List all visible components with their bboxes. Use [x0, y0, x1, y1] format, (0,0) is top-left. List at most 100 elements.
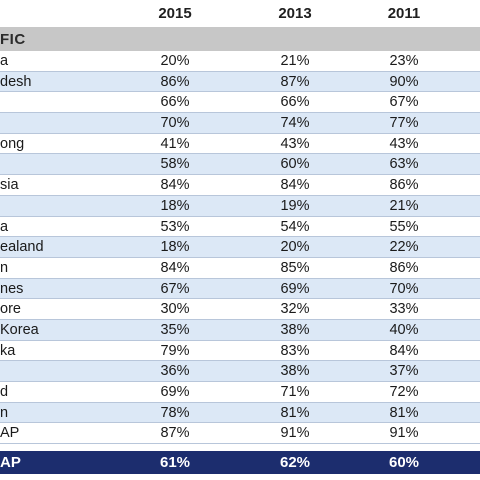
- row-value-2013: 85%: [280, 259, 310, 276]
- row-label: nes: [0, 280, 24, 297]
- table-row: ong 41% 43% 43%: [0, 134, 480, 155]
- row-value-2015: 18%: [160, 197, 190, 214]
- row-value-2013: 54%: [280, 218, 310, 235]
- row-value-2015: 20%: [160, 53, 190, 69]
- row-value-2011: 84%: [389, 342, 419, 359]
- row-value-2011: 22%: [389, 239, 419, 256]
- row-value-2013: 83%: [280, 342, 310, 359]
- row-value-2011: 43%: [389, 135, 419, 152]
- row-value-2013: 69%: [280, 280, 310, 297]
- row-label: n: [0, 259, 9, 276]
- row-value-2011: 33%: [389, 301, 419, 318]
- row-value-2011: 70%: [389, 280, 419, 297]
- total-label: AP: [0, 454, 21, 471]
- row-value-2013: 87%: [280, 73, 310, 90]
- row-value-2011: 63%: [389, 156, 419, 173]
- table-row: 36% 38% 37%: [0, 361, 480, 382]
- row-value-2011: 91%: [389, 425, 419, 442]
- total-value-2015: 61%: [159, 454, 191, 471]
- row-value-2015: 84%: [160, 177, 190, 194]
- row-label: desh: [0, 73, 32, 90]
- row-value-2015: 53%: [160, 218, 190, 235]
- row-value-2013: 32%: [280, 301, 310, 318]
- row-label: a: [0, 218, 9, 235]
- row-label: ong: [0, 135, 25, 152]
- row-value-2011: 81%: [389, 404, 419, 421]
- row-value-2011: 72%: [389, 384, 419, 400]
- table-row: n 78% 81% 81%: [0, 402, 480, 424]
- table-body: a 20% 21% 23% desh 86% 87% 90% 66% 66% 67% 70% 74% 77…: [0, 51, 480, 445]
- row-label: n: [0, 404, 9, 421]
- header-year-2015: 2015: [158, 5, 192, 22]
- row-value-2015: 70%: [160, 115, 190, 132]
- row-value-2013: 71%: [280, 384, 310, 400]
- row-value-2011: 90%: [389, 73, 419, 90]
- header-year-2011: 2011: [387, 5, 421, 22]
- row-value-2015: 86%: [160, 73, 190, 90]
- row-label: Korea: [0, 321, 39, 338]
- row-label: d: [0, 384, 9, 400]
- table-row: ealand 18% 20% 22%: [0, 237, 480, 258]
- table-row: nes 67% 69% 70%: [0, 278, 480, 300]
- table-row: Korea 35% 38% 40%: [0, 319, 480, 341]
- table-header: 2015 2013 2011: [0, 0, 480, 27]
- row-value-2015: 30%: [160, 301, 190, 318]
- row-value-2015: 41%: [160, 135, 190, 152]
- table-row: 70% 74% 77%: [0, 113, 480, 134]
- row-label: ka: [0, 342, 16, 359]
- row-value-2011: 86%: [389, 177, 419, 194]
- row-value-2011: 55%: [389, 218, 419, 235]
- row-value-2013: 81%: [280, 404, 310, 421]
- row-value-2011: 86%: [389, 259, 419, 276]
- row-value-2015: 84%: [160, 259, 190, 276]
- table-row: ka 79% 83% 84%: [0, 341, 480, 362]
- row-label: sia: [0, 177, 19, 194]
- row-value-2015: 66%: [160, 94, 190, 111]
- row-label: AP: [0, 425, 20, 442]
- row-value-2015: 78%: [160, 404, 190, 421]
- table-row: ore 30% 32% 33%: [0, 299, 480, 320]
- row-value-2011: 67%: [389, 94, 419, 111]
- row-value-2013: 74%: [280, 115, 310, 132]
- row-value-2015: 67%: [160, 280, 190, 297]
- row-value-2011: 40%: [389, 321, 419, 338]
- row-value-2015: 36%: [160, 363, 190, 380]
- row-value-2015: 18%: [160, 239, 190, 256]
- row-value-2011: 77%: [389, 115, 419, 132]
- row-value-2011: 23%: [389, 53, 419, 69]
- total-value-2013: 62%: [279, 454, 311, 471]
- row-value-2013: 91%: [280, 425, 310, 442]
- table-row: 58% 60% 63%: [0, 154, 480, 176]
- row-value-2013: 43%: [280, 135, 310, 152]
- row-value-2015: 79%: [160, 342, 190, 359]
- row-value-2013: 21%: [280, 53, 310, 69]
- row-value-2013: 66%: [280, 94, 310, 111]
- row-value-2015: 87%: [160, 425, 190, 442]
- row-value-2015: 35%: [160, 321, 190, 338]
- table-row: AP 87% 91% 91%: [0, 423, 480, 445]
- region-label: FIC: [0, 31, 26, 48]
- table-row: d 69% 71% 72%: [0, 382, 480, 403]
- row-value-2013: 38%: [280, 321, 310, 338]
- row-value-2013: 84%: [280, 177, 310, 194]
- row-value-2013: 20%: [280, 239, 310, 256]
- row-value-2013: 38%: [280, 363, 310, 380]
- row-label: ore: [0, 301, 21, 318]
- row-value-2011: 21%: [389, 197, 419, 214]
- table-row: 66% 66% 67%: [0, 92, 480, 114]
- table-row: desh 86% 87% 90%: [0, 71, 480, 93]
- row-value-2013: 60%: [280, 156, 310, 173]
- row-value-2015: 69%: [160, 384, 190, 400]
- row-label: ealand: [0, 239, 44, 256]
- header-year-2013: 2013: [278, 5, 312, 22]
- table-row: a 20% 21% 23%: [0, 51, 480, 72]
- row-value-2013: 19%: [280, 197, 310, 214]
- row-value-2011: 37%: [389, 363, 419, 380]
- row-label: a: [0, 53, 9, 69]
- table-row: 18% 19% 21%: [0, 195, 480, 217]
- table-row: a 53% 54% 55%: [0, 217, 480, 238]
- total-row: AP 61% 62% 60%: [0, 451, 480, 474]
- table-row: n 84% 85% 86%: [0, 258, 480, 279]
- total-value-2011: 60%: [388, 454, 420, 471]
